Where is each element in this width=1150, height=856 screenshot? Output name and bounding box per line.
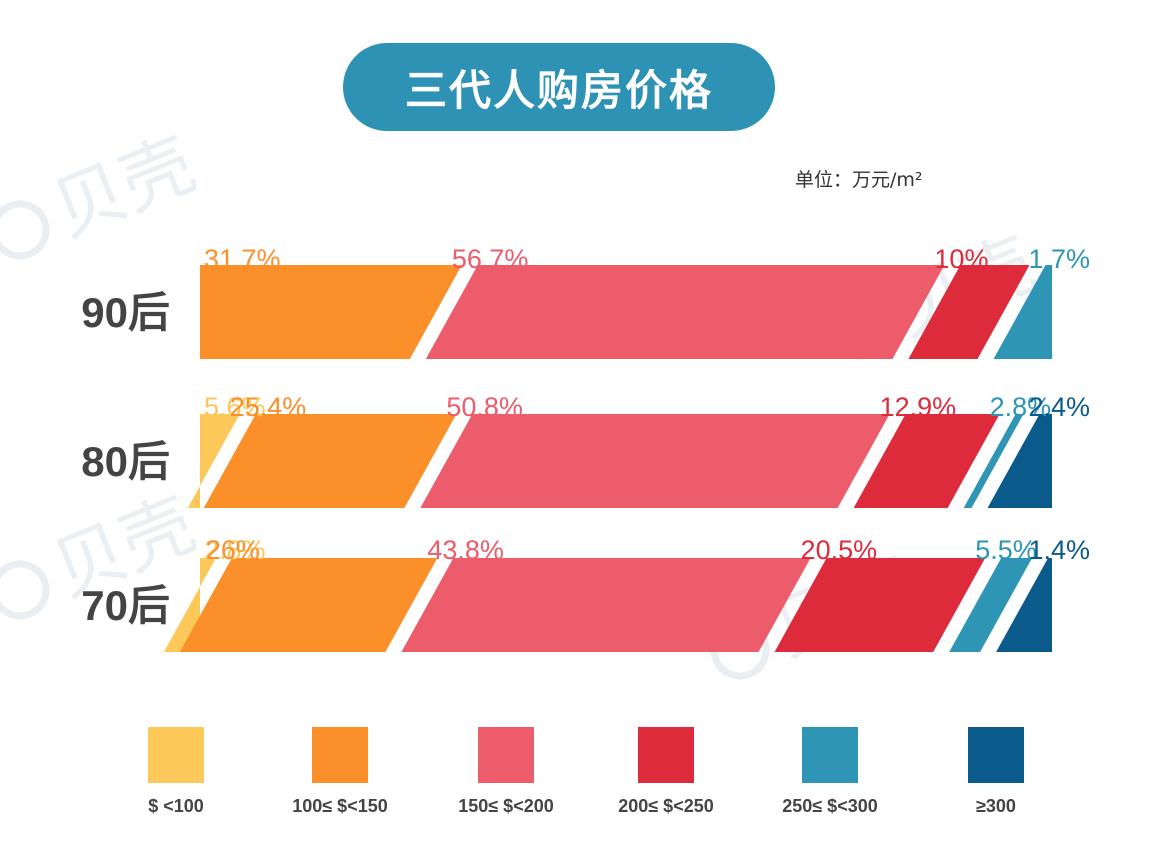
bar-segment (774, 558, 986, 652)
legend-item: 150≤ $<200 (458, 727, 554, 816)
bar-segment (425, 265, 945, 359)
legend-label: 250≤ $<300 (782, 796, 877, 816)
legend-item: $ <100 (148, 727, 204, 816)
chart-title: 三代人购房价格 (343, 43, 775, 131)
legend-label: ≥300 (976, 796, 1016, 816)
chart-legend: $ <100 100≤ $<150 150≤ $<200 200≤ $<250 250≤… (148, 727, 1024, 816)
bar-segment (203, 414, 457, 508)
data-label: 50.8% (446, 392, 523, 422)
legend-label: 200≤ $<250 (618, 796, 713, 816)
legend-swatch (312, 727, 368, 783)
legend-swatch (638, 727, 694, 783)
legend-swatch (148, 727, 204, 783)
data-label: 5.5% (975, 535, 1037, 565)
row-label: 70后 (81, 582, 170, 629)
legend-label: 150≤ $<200 (458, 796, 553, 816)
data-label: 2.4% (1028, 392, 1090, 422)
bar-segment (993, 265, 1052, 359)
chart-data-labels: 31.7% 56.7% 10% 1.7% 5.6%25.4% 50.8% 12.9% 2.8%… (204, 244, 1090, 565)
legend-item: 100≤ $<150 (292, 727, 388, 816)
data-label: 25.4% (230, 392, 307, 422)
bar-segment (420, 414, 890, 508)
data-label: 1.7% (1028, 244, 1090, 274)
legend-label: 100≤ $<150 (292, 796, 387, 816)
data-label: 20.5% (801, 535, 878, 565)
bar-segment (179, 558, 438, 652)
watermark-logo-icon (0, 560, 50, 620)
bar-segment (949, 558, 1033, 652)
legend-swatch (478, 727, 534, 783)
data-label: 31.7% (204, 244, 281, 274)
bar-segment (963, 414, 1024, 508)
bar-segment (401, 558, 811, 652)
bar-segment (163, 558, 216, 652)
row-label: 80后 (81, 438, 170, 485)
unit-label: 单位：万元/m² (795, 169, 923, 191)
bar-segment (996, 558, 1052, 652)
bar-segment (187, 414, 240, 508)
bar-segment (987, 414, 1052, 508)
data-label: 1.4% (1028, 535, 1090, 565)
bar-segment (908, 265, 1030, 359)
legend-swatch (968, 727, 1024, 783)
bar-segment (200, 265, 462, 359)
data-label: 26% (206, 535, 260, 565)
legend-label: $ <100 (148, 796, 204, 816)
data-label: 5.6% (204, 392, 266, 422)
legend-item: 200≤ $<250 (618, 727, 714, 816)
legend-swatch (802, 727, 858, 783)
legend-item: ≥300 (968, 727, 1024, 816)
data-label: 12.9% (880, 392, 957, 422)
watermark-logo-icon (0, 200, 50, 260)
legend-item: 250≤ $<300 (782, 727, 878, 816)
data-label: 2.8% (990, 392, 1052, 422)
chart-rows: 90后 80后 70后 (81, 265, 1052, 652)
data-label: 10% (934, 244, 988, 274)
data-label: 43.8% (427, 535, 504, 565)
data-label: 56.7% (452, 244, 529, 274)
watermark-text: 贝壳 (41, 121, 206, 253)
data-label: 2.8% (204, 535, 266, 565)
bar-segment (853, 414, 1000, 508)
watermark-2: 贝壳 (0, 121, 206, 260)
row-label: 90后 (81, 289, 170, 336)
